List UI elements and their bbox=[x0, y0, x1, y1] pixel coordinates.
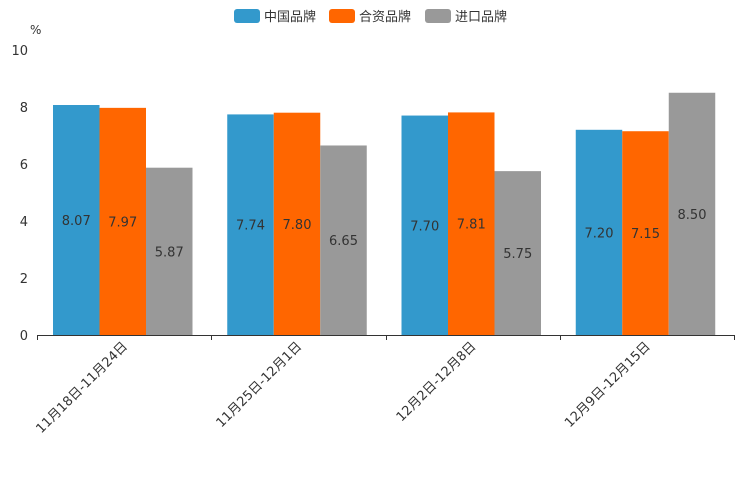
bar-2-4 bbox=[622, 131, 669, 335]
data-label: 8.50 bbox=[678, 208, 707, 223]
y-axis: 0 2 4 6 8 10 bbox=[11, 44, 28, 344]
bar-2-2 bbox=[273, 112, 321, 335]
y-tick-label: 4 bbox=[20, 215, 28, 230]
bar-2-3 bbox=[448, 112, 495, 335]
legend-label-3: 进口品牌 bbox=[455, 9, 507, 25]
y-tick-label: 8 bbox=[20, 101, 28, 116]
data-label: 8.07 bbox=[62, 214, 91, 229]
legend-swatch-3 bbox=[425, 9, 451, 23]
bar-1-3 bbox=[401, 115, 448, 335]
data-label: 7.74 bbox=[236, 219, 265, 234]
bar-3-4 bbox=[668, 92, 716, 335]
data-label: 5.87 bbox=[155, 245, 184, 260]
data-label: 7.97 bbox=[108, 215, 137, 230]
x-axis: 11月18日-11月24日 11月25日-12月1日 12月2日-12月8日 12月9… bbox=[33, 335, 735, 437]
data-label: 7.15 bbox=[631, 227, 660, 242]
data-label: 7.70 bbox=[410, 219, 439, 234]
bar-3-1 bbox=[146, 167, 193, 335]
legend-label-1: 中国品牌 bbox=[264, 9, 316, 25]
x-category-label: 12月9日-12月15日 bbox=[562, 339, 654, 431]
legend: 中国品牌 合资品牌 进口品牌 bbox=[234, 9, 507, 25]
legend-label-2: 合资品牌 bbox=[359, 9, 411, 25]
y-tick-label: 6 bbox=[20, 158, 28, 173]
bar-3-2 bbox=[320, 145, 367, 335]
bar-3-3 bbox=[494, 171, 541, 335]
bar-1-1 bbox=[53, 105, 100, 335]
y-tick-label: 2 bbox=[20, 272, 28, 287]
y-tick-label: 10 bbox=[11, 44, 28, 59]
x-category-label: 12月2日-12月8日 bbox=[394, 339, 480, 425]
bar-1-2 bbox=[227, 114, 274, 335]
data-label: 7.81 bbox=[457, 218, 486, 233]
data-label: 6.65 bbox=[329, 234, 358, 249]
data-label: 7.80 bbox=[283, 218, 312, 233]
y-tick-label: 0 bbox=[20, 329, 28, 344]
y-axis-unit-label: % bbox=[30, 23, 41, 37]
legend-swatch-2 bbox=[329, 9, 355, 23]
bar-2-1 bbox=[99, 107, 146, 335]
bar-1-4 bbox=[575, 129, 623, 335]
legend-swatch-1 bbox=[234, 9, 260, 23]
x-category-label: 11月25日-12月1日 bbox=[214, 339, 306, 431]
data-label: 5.75 bbox=[503, 247, 532, 262]
data-label: 7.20 bbox=[585, 226, 614, 241]
bars: 8.07 7.97 5.87 7.74 7.80 6.65 7.70 7.81 5.75 7.20… bbox=[53, 92, 716, 335]
x-category-label: 11月18日-11月24日 bbox=[33, 339, 130, 436]
